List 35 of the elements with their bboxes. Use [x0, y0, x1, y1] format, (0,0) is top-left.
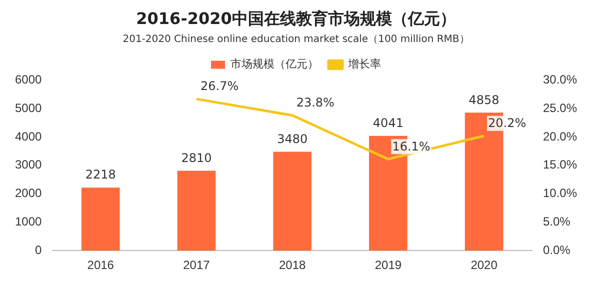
y-tick-label: 0 [35, 242, 42, 257]
y-tick-label: 1000 [14, 214, 42, 229]
y-tick-label: 6000 [14, 72, 42, 87]
data-label: 4858 [468, 92, 500, 107]
chart-subtitle: 201-2020 Chinese online education market scale（100 million RMB） [122, 34, 470, 45]
x-tick-label: 2017 [183, 258, 210, 272]
x-tick-label: 2018 [278, 258, 306, 272]
y2-tick-label: 20.0% [542, 129, 578, 144]
data-label: 26.7% [200, 79, 239, 94]
x-tick-label: 2016 [87, 258, 114, 272]
y2-tick-label: 10.0% [542, 186, 578, 200]
data-label: 16.1% [392, 139, 430, 154]
y-tick-label: 2000 [14, 186, 42, 200]
y2-tick-label: 5.0% [542, 214, 571, 229]
legend-label: 增长率 [347, 58, 381, 71]
y2-tick-label: 30.0% [542, 72, 578, 87]
data-label: 4041 [372, 116, 404, 130]
y-tick-label: 4000 [14, 129, 42, 144]
x-tick-label: 2019 [374, 258, 402, 272]
bar [81, 188, 120, 251]
data-label: 2218 [85, 168, 116, 182]
x-tick-label: 2020 [470, 258, 498, 272]
y2-tick-label: 0.0% [542, 242, 571, 257]
legend-label: 市场规模（亿元） [230, 58, 318, 71]
data-label: 2810 [181, 150, 212, 165]
data-label: 20.2% [488, 116, 526, 130]
y-tick-label: 5000 [14, 100, 42, 115]
bar [177, 170, 216, 251]
y-tick-label: 3000 [14, 158, 42, 172]
data-label: 23.8% [296, 96, 334, 110]
y2-tick-label: 25.0% [542, 100, 578, 115]
chart-title: 2016-2020中国在线教育市场规模（亿元） [136, 8, 456, 28]
data-label: 3480 [277, 132, 308, 146]
bar [273, 152, 312, 251]
y2-tick-label: 15.0% [542, 158, 578, 172]
